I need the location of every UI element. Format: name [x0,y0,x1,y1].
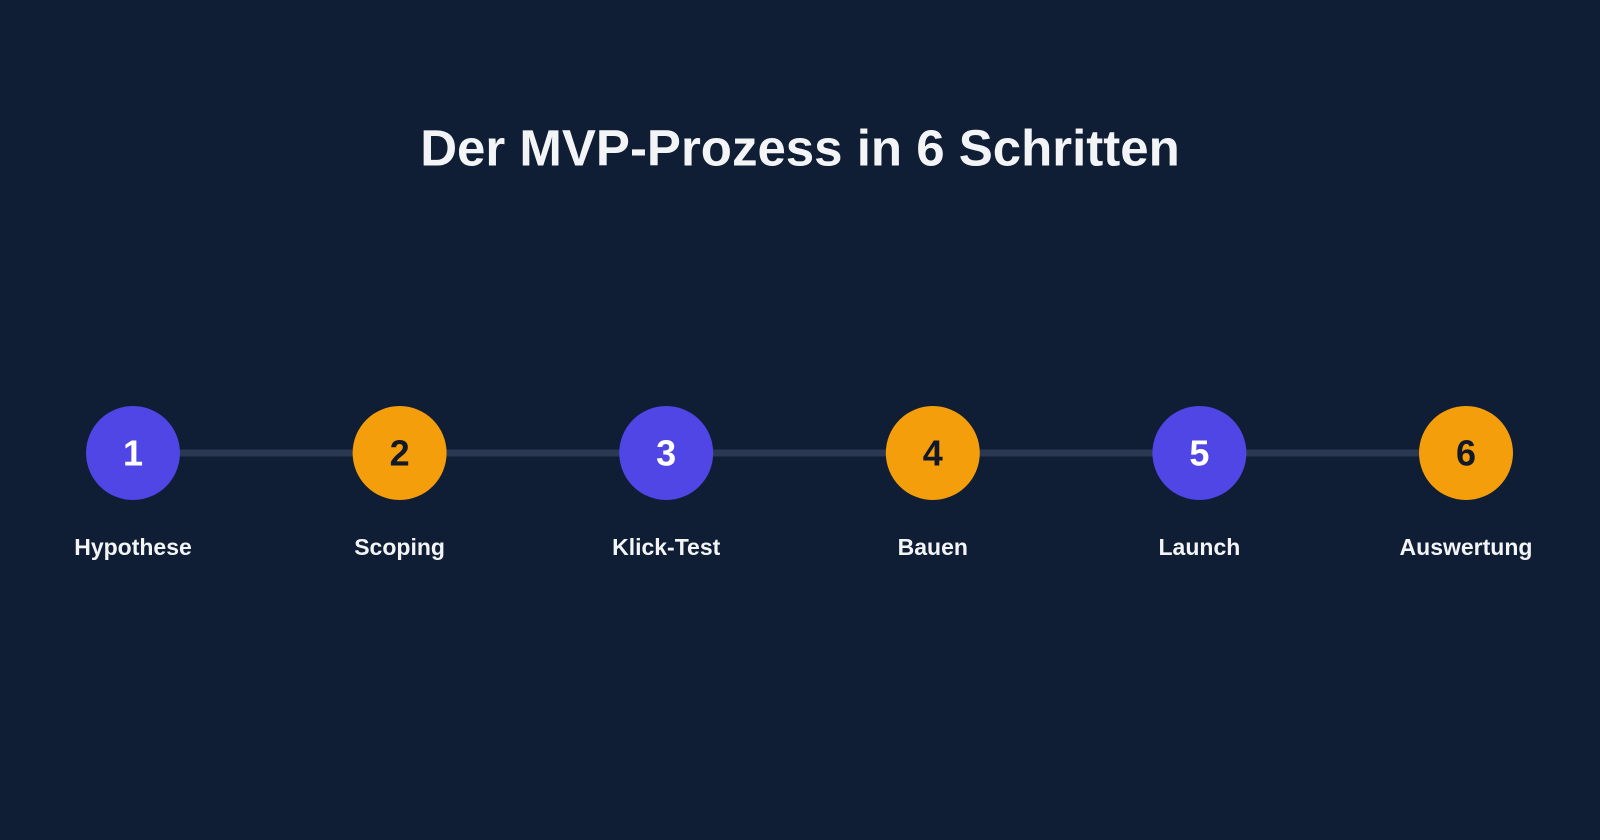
step-number: 4 [923,433,943,474]
step-circle [619,406,714,500]
step-circle [352,406,447,500]
step-label: Auswertung [1400,534,1533,560]
step: 4 Bauen [885,406,980,560]
steps: 1 Hypothese 2 Scoping 3 Klick-Test 4 Bauen 5 Laun… [74,406,1532,560]
step-label: Launch [1159,534,1241,560]
step-label: Scoping [354,534,445,560]
step-number: 3 [656,433,676,474]
step-number: 5 [1189,433,1209,474]
step-circle [885,406,980,500]
step-label: Klick-Test [612,534,721,560]
step-circle [86,406,180,500]
step-circle [1419,406,1513,500]
title: Der MVP-Prozess in 6 Schritten [420,120,1180,177]
step-label: Bauen [898,534,968,560]
step-number: 2 [390,433,410,474]
step-number: 6 [1456,433,1476,474]
step: 5 Launch [1152,406,1247,560]
step-label: Hypothese [74,534,192,560]
step-number: 1 [123,433,143,474]
step: 2 Scoping [352,406,447,560]
step-circle [1152,406,1247,500]
step: 1 Hypothese [74,406,192,560]
step: 3 Klick-Test [612,406,721,560]
step: 6 Auswertung [1400,406,1533,560]
